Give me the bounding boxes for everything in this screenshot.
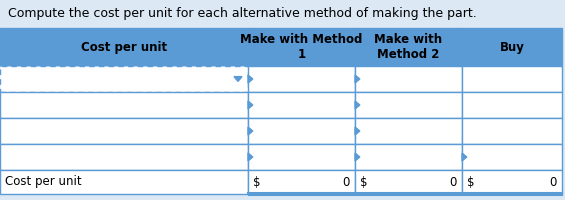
- Bar: [462, 144, 562, 170]
- Text: $: $: [253, 176, 260, 188]
- Bar: [462, 66, 562, 92]
- Text: Make with
Method 2: Make with Method 2: [375, 33, 442, 61]
- Bar: [248, 66, 355, 92]
- Bar: [0, 28, 248, 66]
- Text: Make with Method
1: Make with Method 1: [240, 33, 363, 61]
- Polygon shape: [248, 101, 253, 109]
- Polygon shape: [355, 75, 360, 83]
- Bar: [462, 28, 562, 66]
- Bar: [248, 144, 355, 170]
- Bar: [248, 92, 355, 118]
- Text: Cost per unit: Cost per unit: [5, 176, 81, 188]
- Polygon shape: [355, 127, 360, 135]
- Bar: [462, 92, 562, 118]
- Polygon shape: [248, 153, 253, 161]
- Polygon shape: [234, 77, 242, 81]
- Bar: [355, 144, 462, 170]
- Text: 0: 0: [550, 176, 557, 188]
- Bar: [0, 0, 565, 28]
- Text: $: $: [467, 176, 475, 188]
- Bar: [0, 170, 248, 194]
- Bar: [248, 118, 355, 144]
- Bar: [0, 92, 248, 118]
- Text: 0: 0: [342, 176, 350, 188]
- Text: Compute the cost per unit for each alternative method of making the part.: Compute the cost per unit for each alter…: [8, 7, 477, 21]
- Bar: [462, 170, 562, 194]
- Bar: [248, 170, 355, 194]
- Text: $: $: [360, 176, 367, 188]
- Bar: [0, 144, 248, 170]
- Bar: [0, 118, 248, 144]
- Bar: [355, 92, 462, 118]
- Bar: [355, 170, 462, 194]
- Text: 0: 0: [450, 176, 457, 188]
- Bar: [248, 28, 355, 66]
- Text: Cost per unit: Cost per unit: [81, 40, 167, 53]
- Bar: [0, 66, 248, 92]
- Bar: [462, 118, 562, 144]
- Polygon shape: [248, 127, 253, 135]
- Bar: [355, 28, 462, 66]
- Bar: [355, 118, 462, 144]
- Bar: [355, 66, 462, 92]
- Polygon shape: [248, 75, 253, 83]
- Text: Buy: Buy: [499, 40, 524, 53]
- Polygon shape: [462, 153, 467, 161]
- Polygon shape: [355, 101, 360, 109]
- Polygon shape: [355, 153, 360, 161]
